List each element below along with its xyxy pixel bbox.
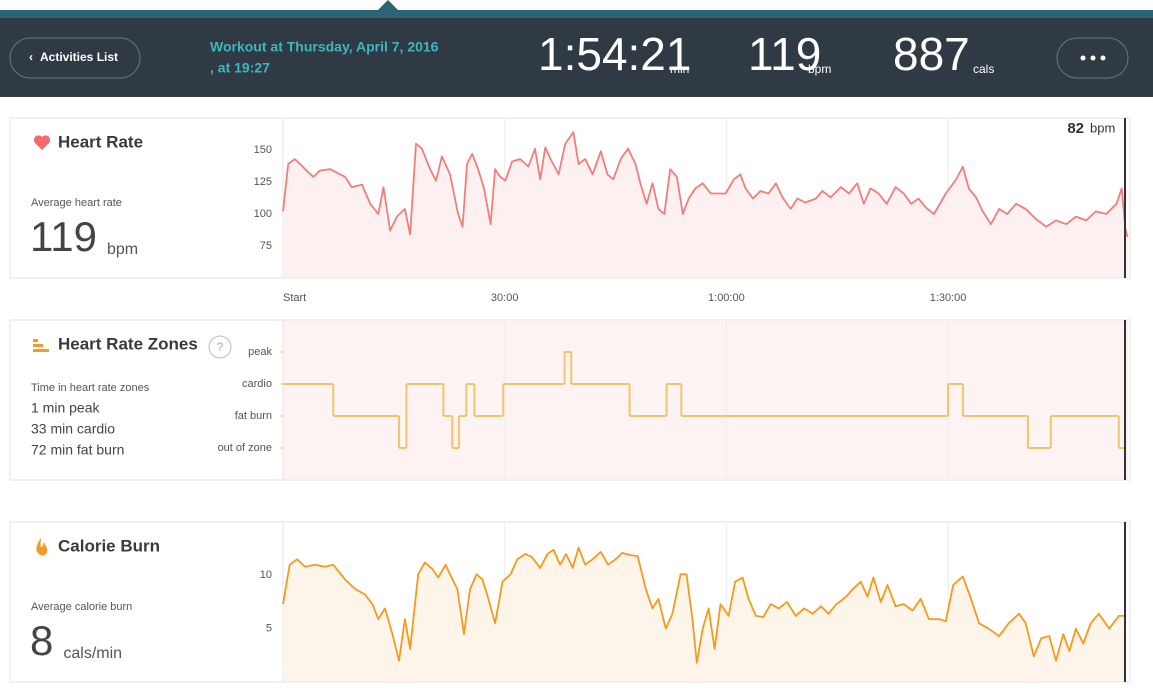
stat-value: 1:54:21 <box>538 28 691 80</box>
y-tick-label: 150 <box>254 144 272 156</box>
panel-title: Heart Rate <box>58 132 143 151</box>
more-button[interactable] <box>1056 37 1129 79</box>
y-tick-label: 100 <box>254 208 272 220</box>
y-tick-label: 125 <box>254 176 272 188</box>
y-tick-label: cardio <box>242 378 272 390</box>
panel-title: Calorie Burn <box>58 536 160 555</box>
y-tick-label: peak <box>248 346 272 358</box>
stat-value: 119 <box>748 28 821 80</box>
panel-title: Heart Rate Zones <box>58 334 198 353</box>
x-tick-label: 1:30:00 <box>930 292 967 304</box>
summary-unit: bpm <box>107 241 138 258</box>
help-icon[interactable] <box>208 335 232 359</box>
y-tick-label: fat burn <box>235 410 272 422</box>
stat-unit: min <box>670 62 689 76</box>
summary-value: 8 <box>30 617 53 664</box>
data-line <box>282 546 1127 664</box>
zones-icon <box>33 339 49 352</box>
cursor-unit: bpm <box>1090 120 1115 135</box>
y-tick-label: 5 <box>266 623 272 635</box>
back-label: Activities List <box>40 50 118 64</box>
flame-icon <box>36 538 48 556</box>
y-tick-label: 75 <box>260 240 272 252</box>
zone-summary: 72 min fat burn <box>31 442 124 458</box>
x-tick-label: 30:00 <box>491 292 519 304</box>
back-chevron: ‹ <box>29 50 33 64</box>
cursor-value: 82 <box>1067 120 1084 137</box>
area-fill <box>283 132 1128 277</box>
plot-background <box>283 321 1128 479</box>
zone-summary: 1 min peak <box>31 400 100 416</box>
summary-value: 119 <box>30 213 97 260</box>
header-bar <box>0 18 1153 97</box>
x-tick-label: Start <box>283 292 306 304</box>
y-tick-label: out of zone <box>218 442 272 454</box>
summary-unit: cals/min <box>63 645 122 662</box>
workout-time: , at 19:27 <box>210 60 270 76</box>
panels: Heart Rate Average heart rate 119 bpm 82 bpm 7… <box>9 117 1131 683</box>
back-button[interactable] <box>9 37 141 79</box>
area-fill <box>283 547 1127 681</box>
stat-unit: cals <box>973 62 994 76</box>
panel-subtitle: Average heart rate <box>31 197 122 209</box>
top-stripe <box>0 10 1153 18</box>
stat-value: 887 <box>893 28 970 80</box>
zone-summary: 33 min cardio <box>31 421 115 437</box>
help-label: ? <box>217 340 224 354</box>
more-dots <box>1080 55 1106 61</box>
data-line <box>282 131 1129 238</box>
stat-unit: bpm <box>808 62 831 76</box>
heart-icon <box>33 135 51 150</box>
workout-title: Workout at Thursday, April 7, 2016 <box>210 39 439 55</box>
notch <box>378 0 398 10</box>
y-tick-label: 10 <box>260 569 272 581</box>
panel-subtitle: Average calorie burn <box>31 601 132 613</box>
x-tick-label: 1:00:00 <box>708 292 745 304</box>
panel-subtitle: Time in heart rate zones <box>31 382 150 394</box>
